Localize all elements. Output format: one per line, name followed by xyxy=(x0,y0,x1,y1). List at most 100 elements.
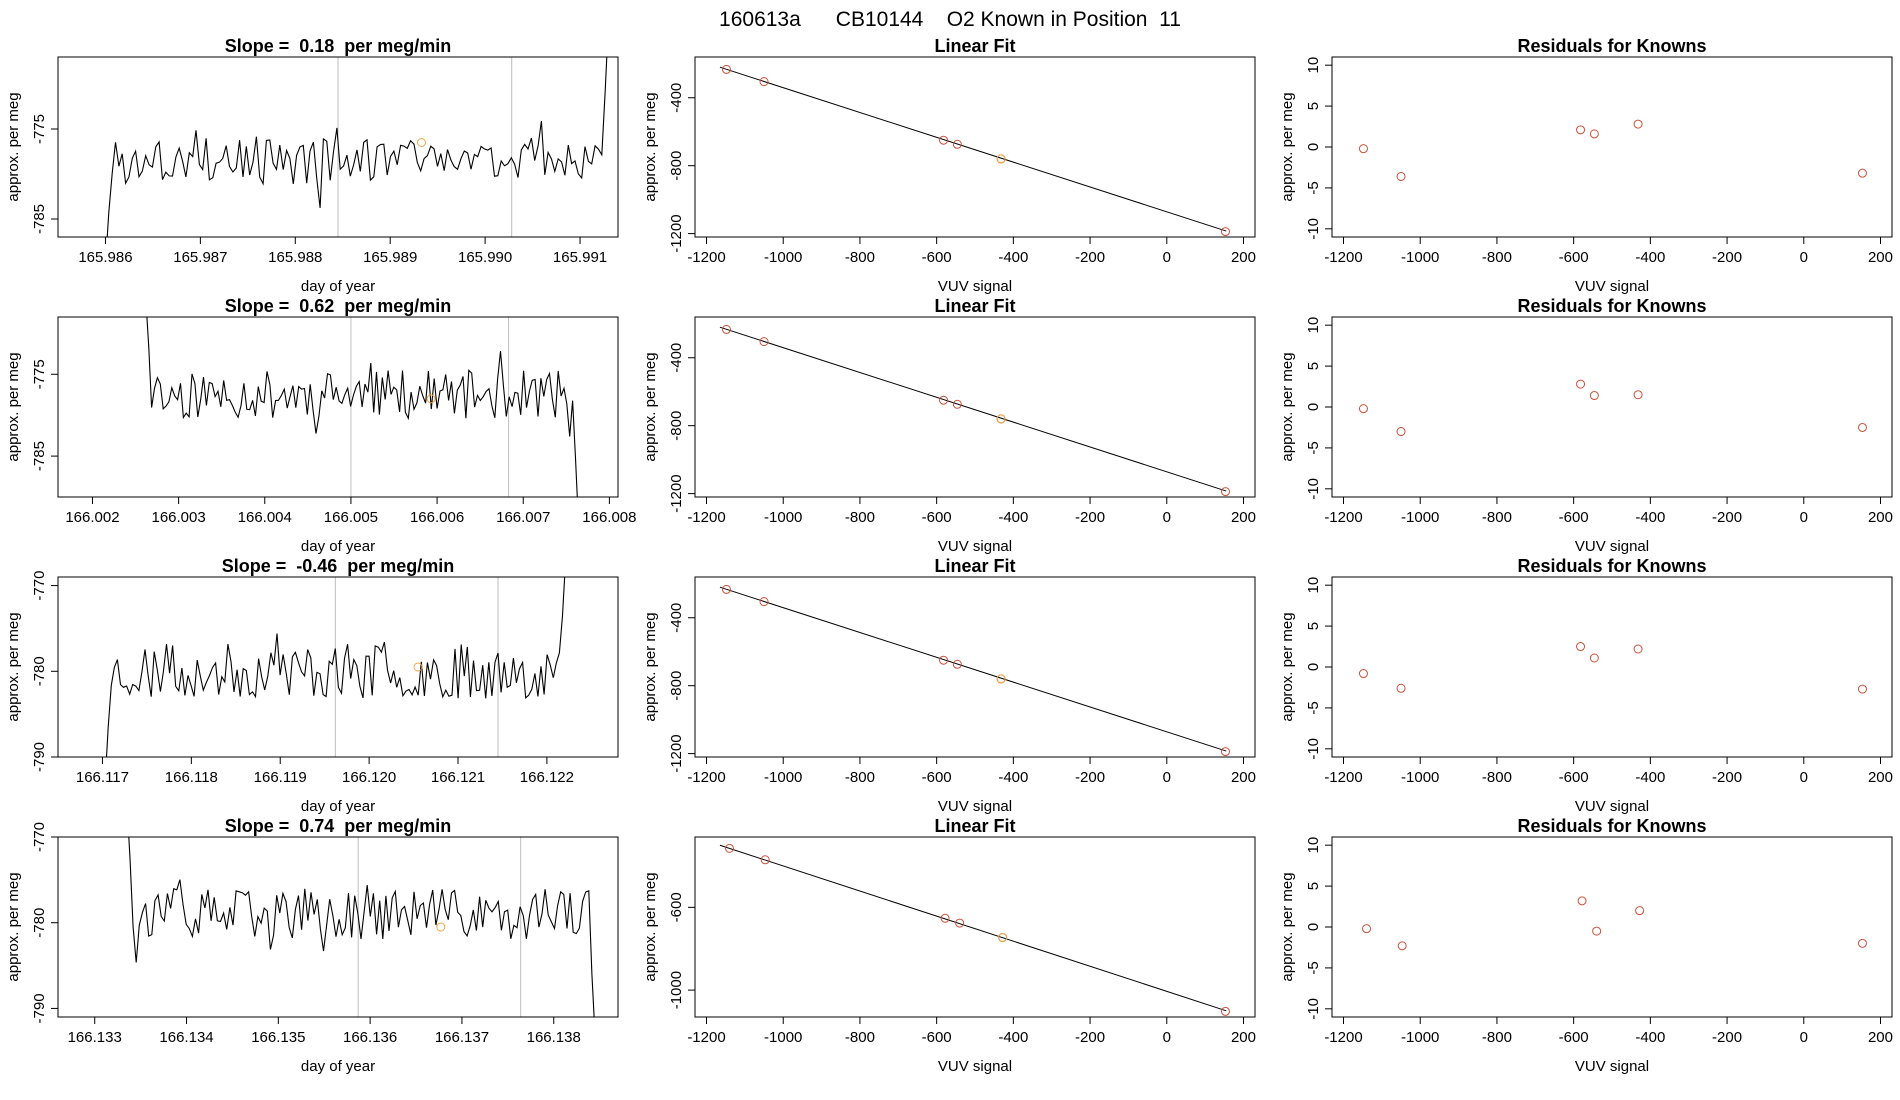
data-point xyxy=(1633,390,1643,400)
x-axis-label: day of year xyxy=(301,1058,375,1075)
data-point xyxy=(952,659,962,669)
x-tick-label: -400 xyxy=(998,769,1028,786)
data-point xyxy=(1358,669,1368,679)
x-tick-label: 166.122 xyxy=(520,769,574,786)
x-tick-label: 166.138 xyxy=(527,1029,581,1046)
x-tick-label: -1000 xyxy=(1401,249,1439,266)
y-tick-label: -780 xyxy=(31,656,48,686)
y-axis-label: approx. per meg xyxy=(642,612,659,721)
x-tick-label: 166.117 xyxy=(76,769,129,786)
x-tick-label: -600 xyxy=(1559,509,1589,526)
y-tick-label: -770 xyxy=(31,571,48,601)
panel-4-1: Slope = 0.74 per meg/min day of year appro… xyxy=(5,816,619,1075)
data-point xyxy=(1362,924,1372,934)
data-point xyxy=(760,855,770,865)
x-tick-label: -600 xyxy=(1559,249,1589,266)
x-tick-label: 166.004 xyxy=(238,509,292,526)
x-tick-label: 165.990 xyxy=(458,249,512,266)
highlight-point xyxy=(996,414,1006,424)
data-point xyxy=(1396,171,1406,181)
highlight-point xyxy=(996,154,1006,164)
panel-1-2: Linear Fit VUV signal approx. per meg -1200… xyxy=(642,36,1256,295)
x-tick-label: 166.005 xyxy=(324,509,378,526)
y-tick-label: -785 xyxy=(31,441,48,471)
data-point xyxy=(759,597,769,607)
data-point xyxy=(1857,684,1867,694)
plot-frame xyxy=(1331,836,1893,1018)
panel-1-1: Slope = 0.18 per meg/min day of year appro… xyxy=(5,36,619,295)
mean-marker xyxy=(436,922,446,932)
x-tick-label: -600 xyxy=(922,1029,952,1046)
data-point xyxy=(1589,391,1599,401)
y-axis-label: approx. per meg xyxy=(642,352,659,461)
plot-area xyxy=(106,57,608,237)
x-tick-label: -400 xyxy=(998,509,1028,526)
x-tick-label: -1200 xyxy=(1324,249,1362,266)
x-tick-label: -1000 xyxy=(764,249,802,266)
panel-title: Linear Fit xyxy=(934,36,1015,56)
plot-area xyxy=(719,324,1230,497)
y-tick-label: 10 xyxy=(1305,317,1322,334)
y-axis-label: approx. per meg xyxy=(1279,352,1296,461)
x-tick-label: 166.134 xyxy=(159,1029,213,1046)
plot-area xyxy=(719,584,1230,757)
x-tick-label: 0 xyxy=(1163,249,1171,266)
x-tick-label: 200 xyxy=(1868,509,1893,526)
mean-marker xyxy=(413,662,423,672)
x-tick-label: 0 xyxy=(1800,769,1808,786)
data-point xyxy=(1220,747,1230,757)
plot-area xyxy=(1358,379,1867,437)
y-axis-label: approx. per meg xyxy=(5,352,22,461)
y-tick-label: -5 xyxy=(1305,441,1322,454)
x-axis-label: day of year xyxy=(301,278,375,295)
y-tick-label: -800 xyxy=(668,151,685,181)
x-tick-label: -800 xyxy=(845,509,875,526)
y-tick-label: -600 xyxy=(668,892,685,922)
data-point xyxy=(1857,422,1867,432)
x-tick-label: -1200 xyxy=(687,509,725,526)
x-tick-label: -1200 xyxy=(687,249,725,266)
x-tick-label: -600 xyxy=(922,509,952,526)
data-point xyxy=(759,77,769,87)
data-point xyxy=(1220,487,1230,497)
panel-2-1: Slope = 0.62 per meg/min day of year appro… xyxy=(5,296,637,555)
panel-3-3: Residuals for Knowns VUV signal approx. pe… xyxy=(1279,556,1893,815)
y-tick-label: 10 xyxy=(1305,837,1322,854)
x-tick-label: -200 xyxy=(1712,249,1742,266)
x-tick-label: 200 xyxy=(1868,1029,1893,1046)
plot-frame xyxy=(57,836,619,1018)
x-tick-label: -800 xyxy=(845,249,875,266)
x-tick-label: -800 xyxy=(845,769,875,786)
y-tick-label: -5 xyxy=(1305,961,1322,974)
data-point xyxy=(725,843,735,853)
x-tick-label: -600 xyxy=(1559,1029,1589,1046)
x-tick-label: 166.002 xyxy=(65,509,119,526)
plot-area xyxy=(105,577,566,757)
y-tick-label: 0 xyxy=(1305,923,1322,931)
data-point xyxy=(1358,404,1368,414)
data-point xyxy=(1857,938,1867,948)
highlight-point xyxy=(998,933,1008,943)
x-axis-label: VUV signal xyxy=(938,798,1012,815)
plot-area xyxy=(146,317,578,497)
panel-title: Linear Fit xyxy=(934,556,1015,576)
panel-title: Slope = 0.18 per meg/min xyxy=(225,36,452,56)
x-axis-label: VUV signal xyxy=(938,1058,1012,1075)
plot-area xyxy=(1362,896,1867,951)
panel-4-3: Residuals for Knowns VUV signal approx. pe… xyxy=(1279,816,1893,1075)
plot-frame xyxy=(694,316,1256,498)
y-tick-label: 0 xyxy=(1305,403,1322,411)
y-tick-label: -785 xyxy=(31,204,48,234)
y-tick-label: -775 xyxy=(31,359,48,389)
y-axis-label: approx. per meg xyxy=(5,92,22,201)
x-tick-label: -400 xyxy=(1635,769,1665,786)
x-tick-label: -1200 xyxy=(687,1029,725,1046)
panel-title: Slope = -0.46 per meg/min xyxy=(222,556,455,576)
mean-marker xyxy=(417,138,427,147)
x-tick-label: 166.137 xyxy=(435,1029,489,1046)
x-tick-label: -200 xyxy=(1075,1029,1105,1046)
x-tick-label: 166.121 xyxy=(431,769,485,786)
highlight-point xyxy=(996,674,1006,684)
x-tick-label: -400 xyxy=(1635,249,1665,266)
